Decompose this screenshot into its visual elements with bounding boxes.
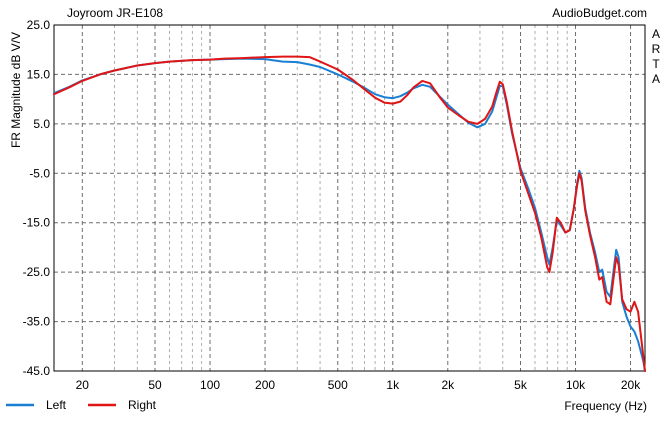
x-tick-label: 100 bbox=[200, 378, 220, 392]
minor-grid bbox=[114, 25, 568, 371]
x-tick-labels: 20 50 100 200 500 1k 2k 5k 10k 20k bbox=[76, 378, 642, 392]
y-tick-label: -25.0 bbox=[23, 265, 51, 279]
x-tick-label: 10k bbox=[566, 378, 586, 392]
series-line-left bbox=[53, 57, 646, 372]
major-grid bbox=[54, 25, 645, 371]
y-tick-label: -15.0 bbox=[23, 216, 51, 230]
x-axis-label: Frequency (Hz) bbox=[564, 399, 647, 413]
y-tick-label: 25.0 bbox=[27, 18, 51, 32]
x-tick-label: 500 bbox=[328, 378, 348, 392]
x-tick-label: 5k bbox=[514, 378, 528, 392]
side-label-letter: T bbox=[652, 57, 660, 71]
y-tick-label: 5.0 bbox=[33, 117, 50, 131]
y-tick-label: -5.0 bbox=[29, 166, 50, 180]
legend-label-right: Right bbox=[128, 398, 157, 412]
side-label-letter: A bbox=[652, 72, 660, 86]
y-tick-label: -45.0 bbox=[23, 364, 51, 378]
y-tick-label: -35.0 bbox=[23, 315, 51, 329]
y-axis-label: FR Magnitude dB V/V bbox=[9, 32, 23, 148]
x-tick-label: 200 bbox=[255, 378, 275, 392]
y-tick-label: 15.0 bbox=[27, 67, 51, 81]
x-tick-label: 50 bbox=[148, 378, 162, 392]
x-tick-label: 20 bbox=[76, 378, 90, 392]
x-tick-label: 20k bbox=[621, 378, 641, 392]
y-tick-labels: 25.0 15.0 5.0 -5.0 -15.0 -25.0 -35.0 -45.0 bbox=[23, 18, 51, 378]
chart-title: Joyroom JR-E108 bbox=[67, 6, 163, 20]
side-label-letter: R bbox=[652, 42, 661, 56]
legend-label-left: Left bbox=[46, 398, 67, 412]
plot-frame bbox=[53, 24, 646, 372]
watermark-text: AudioBudget.com bbox=[552, 6, 647, 20]
x-tick-label: 2k bbox=[441, 378, 455, 392]
legend: Left Right bbox=[6, 398, 157, 412]
series-layer bbox=[53, 55, 646, 372]
series-line-right bbox=[53, 55, 646, 372]
side-label-letter: A bbox=[652, 27, 660, 41]
x-tick-label: 1k bbox=[386, 378, 400, 392]
